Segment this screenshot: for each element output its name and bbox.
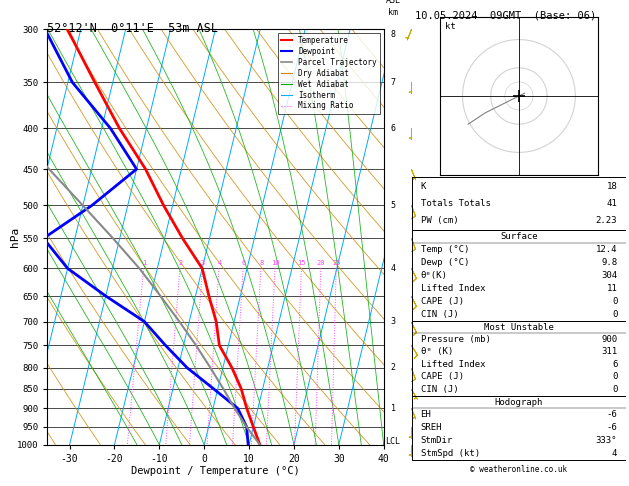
Text: 0: 0 [612, 297, 617, 306]
Text: km: km [388, 8, 398, 17]
X-axis label: Dewpoint / Temperature (°C): Dewpoint / Temperature (°C) [131, 467, 300, 476]
Text: 4: 4 [217, 260, 221, 265]
Text: Lifted Index: Lifted Index [421, 284, 485, 293]
Text: 0: 0 [612, 372, 617, 382]
Text: PW (cm): PW (cm) [421, 216, 458, 226]
Text: ASL: ASL [386, 0, 401, 5]
Text: CAPE (J): CAPE (J) [421, 297, 464, 306]
Text: 0: 0 [612, 385, 617, 394]
Text: 1: 1 [391, 404, 396, 413]
Text: 52°12'N  0°11'E  53m ASL: 52°12'N 0°11'E 53m ASL [47, 22, 218, 35]
Text: θᵉ(K): θᵉ(K) [421, 271, 447, 280]
Legend: Temperature, Dewpoint, Parcel Trajectory, Dry Adiabat, Wet Adiabat, Isotherm, Mi: Temperature, Dewpoint, Parcel Trajectory… [277, 33, 380, 114]
Text: 8: 8 [259, 260, 264, 265]
Text: 2.23: 2.23 [596, 216, 617, 226]
Text: 12.4: 12.4 [596, 245, 617, 254]
Text: Temp (°C): Temp (°C) [421, 245, 469, 254]
Text: CIN (J): CIN (J) [421, 310, 458, 319]
Text: 10.05.2024  09GMT  (Base: 06): 10.05.2024 09GMT (Base: 06) [415, 11, 596, 21]
Text: 41: 41 [606, 199, 617, 208]
Text: Totals Totals: Totals Totals [421, 199, 491, 208]
Text: Pressure (mb): Pressure (mb) [421, 335, 491, 344]
Text: Dewp (°C): Dewp (°C) [421, 258, 469, 267]
Text: 11: 11 [606, 284, 617, 293]
Text: Surface: Surface [500, 232, 538, 241]
Text: -6: -6 [606, 410, 617, 419]
Text: 10: 10 [271, 260, 279, 265]
Text: 304: 304 [601, 271, 617, 280]
Text: SREH: SREH [421, 423, 442, 432]
Text: Lifted Index: Lifted Index [421, 360, 485, 369]
Text: 900: 900 [601, 335, 617, 344]
Text: θᵉ (K): θᵉ (K) [421, 347, 453, 357]
Text: Hodograph: Hodograph [495, 398, 543, 406]
Text: StmDir: StmDir [421, 436, 453, 445]
Text: 0: 0 [612, 310, 617, 319]
Text: K: K [421, 182, 426, 191]
Text: 8: 8 [391, 30, 396, 39]
Text: 5: 5 [391, 201, 396, 210]
Text: © weatheronline.co.uk: © weatheronline.co.uk [470, 465, 567, 474]
Text: 6: 6 [612, 360, 617, 369]
Text: 9.8: 9.8 [601, 258, 617, 267]
Text: 3: 3 [391, 317, 396, 326]
Text: 20: 20 [317, 260, 325, 265]
Text: kt: kt [445, 22, 455, 31]
Text: -6: -6 [606, 423, 617, 432]
Text: 25: 25 [332, 260, 341, 265]
Text: 7: 7 [391, 78, 396, 87]
Text: CAPE (J): CAPE (J) [421, 372, 464, 382]
Text: CIN (J): CIN (J) [421, 385, 458, 394]
Text: 6: 6 [391, 124, 396, 133]
Text: 1: 1 [142, 260, 147, 265]
Text: 333°: 333° [596, 436, 617, 445]
Text: 311: 311 [601, 347, 617, 357]
Text: StmSpd (kt): StmSpd (kt) [421, 449, 480, 458]
Text: 18: 18 [606, 182, 617, 191]
Text: 3: 3 [201, 260, 205, 265]
Text: 6: 6 [242, 260, 245, 265]
Text: 2: 2 [391, 363, 396, 372]
Text: 4: 4 [391, 264, 396, 273]
Text: LCL: LCL [386, 437, 401, 446]
Text: EH: EH [421, 410, 431, 419]
Text: 4: 4 [612, 449, 617, 458]
Text: 15: 15 [298, 260, 306, 265]
Text: Most Unstable: Most Unstable [484, 323, 554, 331]
Text: hPa: hPa [10, 227, 20, 247]
Text: 2: 2 [178, 260, 182, 265]
